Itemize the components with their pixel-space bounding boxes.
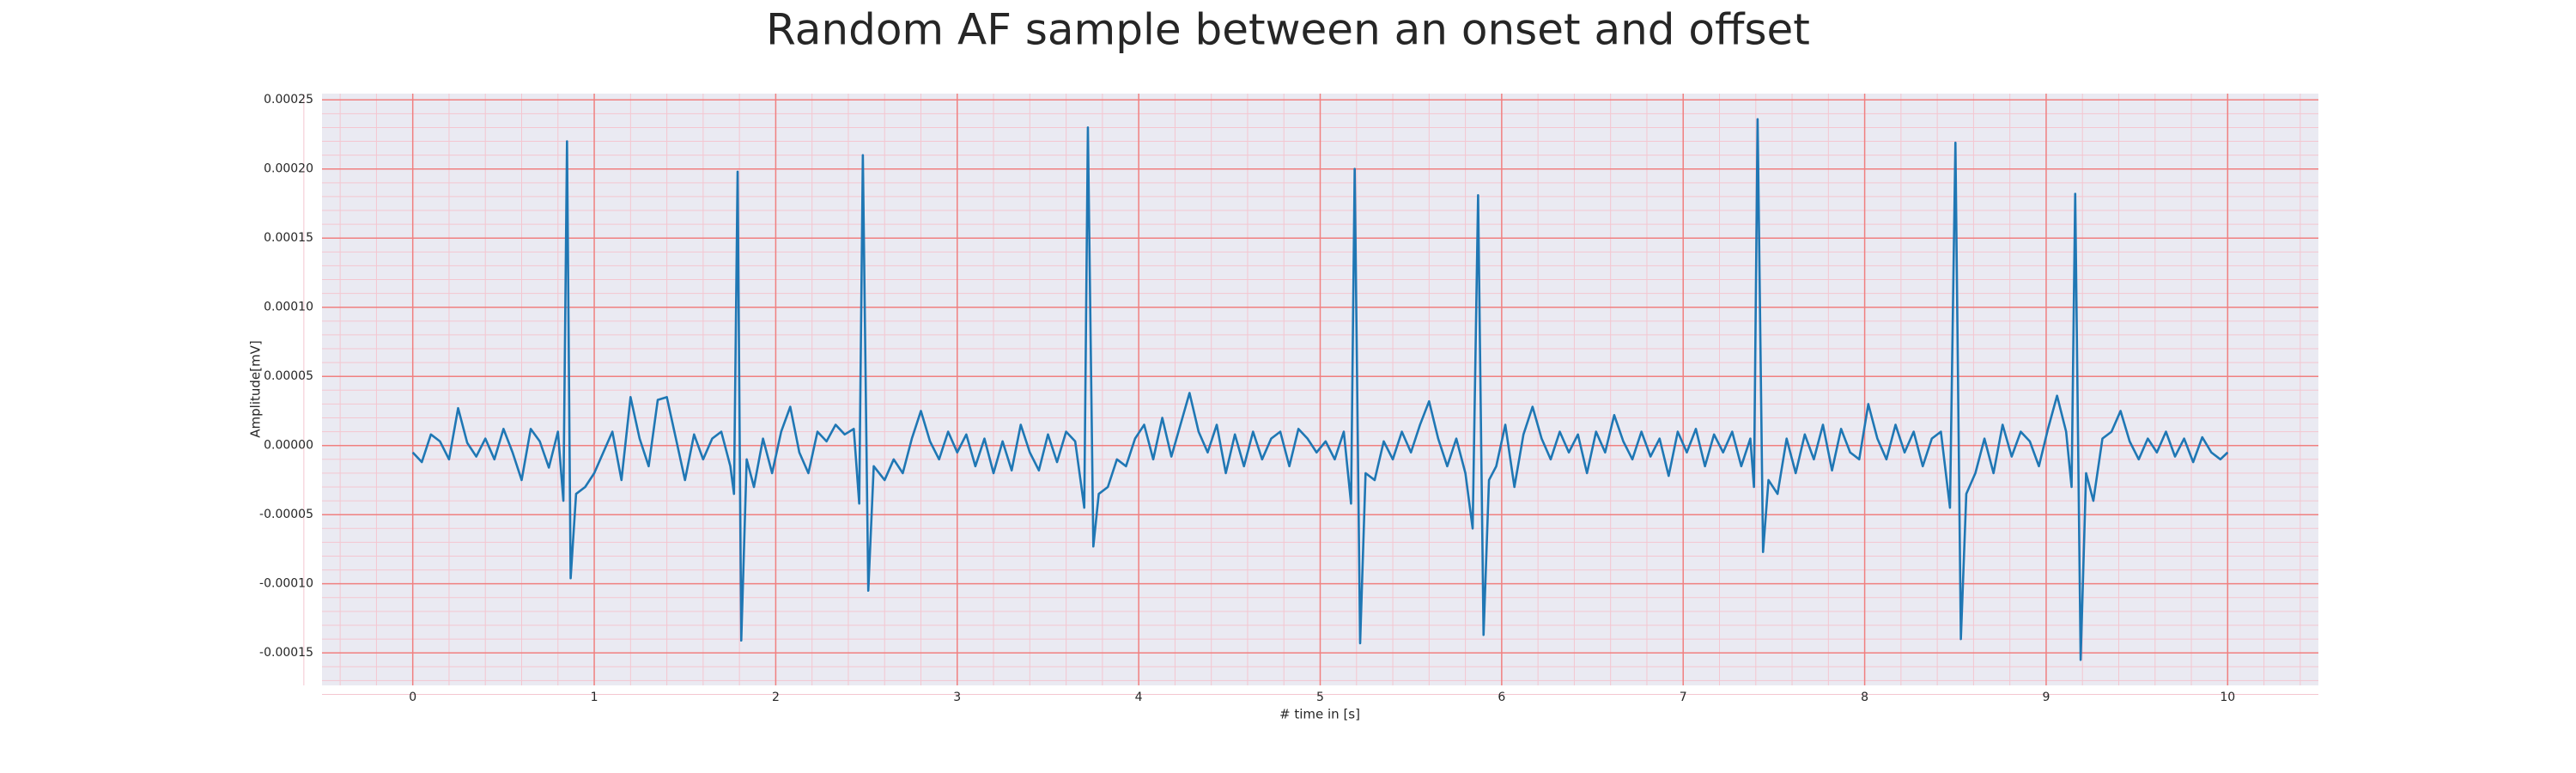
y-tick-label: 0.00015 bbox=[264, 231, 313, 245]
x-tick-label: 2 bbox=[772, 691, 780, 704]
signal-line bbox=[411, 118, 2229, 661]
x-tick-label: 3 bbox=[953, 691, 961, 704]
x-tick-label: 5 bbox=[1316, 691, 1324, 704]
y-axis-label: Amplitude[mV] bbox=[248, 340, 264, 437]
chart-title: Random AF sample between an onset and of… bbox=[766, 5, 1810, 55]
x-axis-label: # time in [s] bbox=[1279, 707, 1360, 722]
y-tick-label: -0.00010 bbox=[259, 577, 313, 591]
x-tick-label: 0 bbox=[409, 691, 416, 704]
x-tick-label: 10 bbox=[2220, 691, 2235, 704]
x-tick-label: 1 bbox=[591, 691, 598, 704]
x-tick-label: 6 bbox=[1498, 691, 1505, 704]
y-tick-label: 0.00020 bbox=[264, 162, 313, 176]
y-tick-label: -0.00015 bbox=[259, 646, 313, 660]
y-tick-label: 0.00025 bbox=[264, 93, 313, 107]
x-tick-label: 9 bbox=[2042, 691, 2050, 704]
x-tick-label: 4 bbox=[1135, 691, 1143, 704]
y-tick-label: 0.00010 bbox=[264, 301, 313, 314]
x-tick-label: 8 bbox=[1861, 691, 1868, 704]
y-tick-label: 0.00000 bbox=[264, 439, 313, 453]
y-tick-label: 0.00005 bbox=[264, 369, 313, 383]
x-tick-label: 7 bbox=[1680, 691, 1687, 704]
y-tick-label: -0.00005 bbox=[259, 508, 313, 521]
